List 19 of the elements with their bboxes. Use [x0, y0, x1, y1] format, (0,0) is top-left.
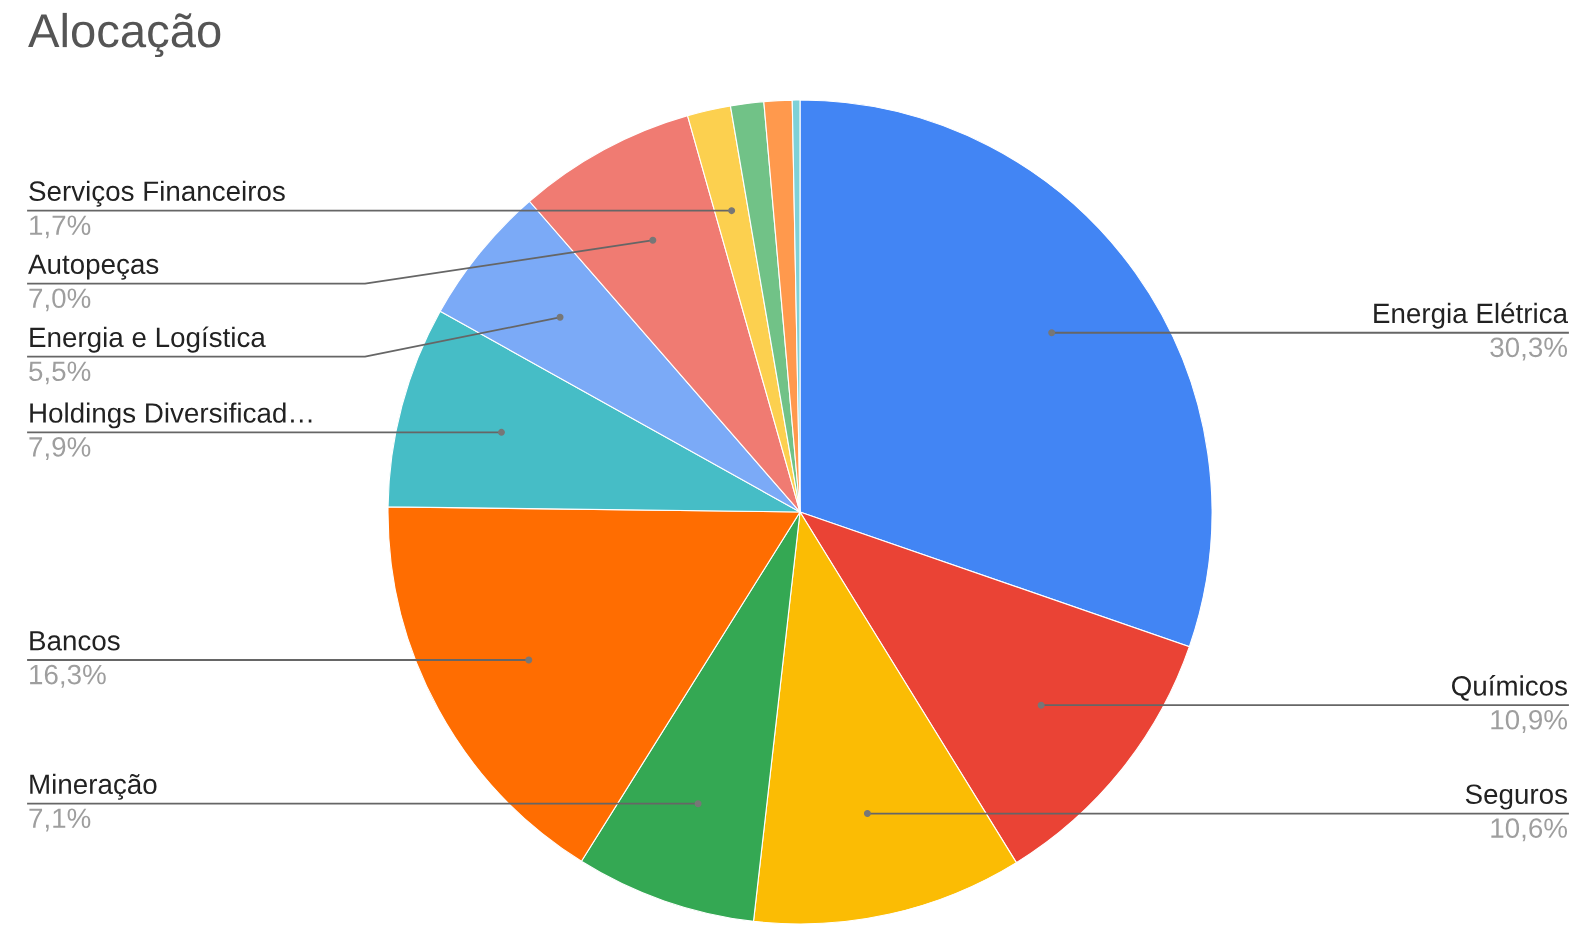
data-label: 7,1%	[29, 808, 91, 832]
data-label: 10,9%	[1491, 709, 1568, 733]
data-label: 10,6%	[1491, 818, 1568, 842]
slice-label: Energia e Logística	[30, 326, 266, 353]
data-label: 5,5%	[29, 361, 91, 385]
data-label: 1,7%	[30, 215, 91, 239]
slice-label: Químicos	[1452, 674, 1567, 701]
slice-label: Autopeças	[28, 254, 159, 280]
slice-label: Holdings Diversificad…	[30, 402, 312, 429]
data-label: 7,0%	[29, 288, 91, 312]
slice-label: Bancos	[30, 631, 120, 651]
chart-title: Alocação	[28, 12, 221, 58]
slice-label: Mineração	[30, 773, 157, 800]
slice-label: Serviços Financeiros	[29, 180, 285, 207]
data-label: 30,3%	[1490, 337, 1568, 361]
slice-label: Energia Elétrica	[1374, 302, 1569, 329]
slice-label: Seguros	[1465, 784, 1567, 810]
data-label: 16,3%	[30, 664, 106, 688]
data-label: 7,9%	[29, 437, 91, 461]
